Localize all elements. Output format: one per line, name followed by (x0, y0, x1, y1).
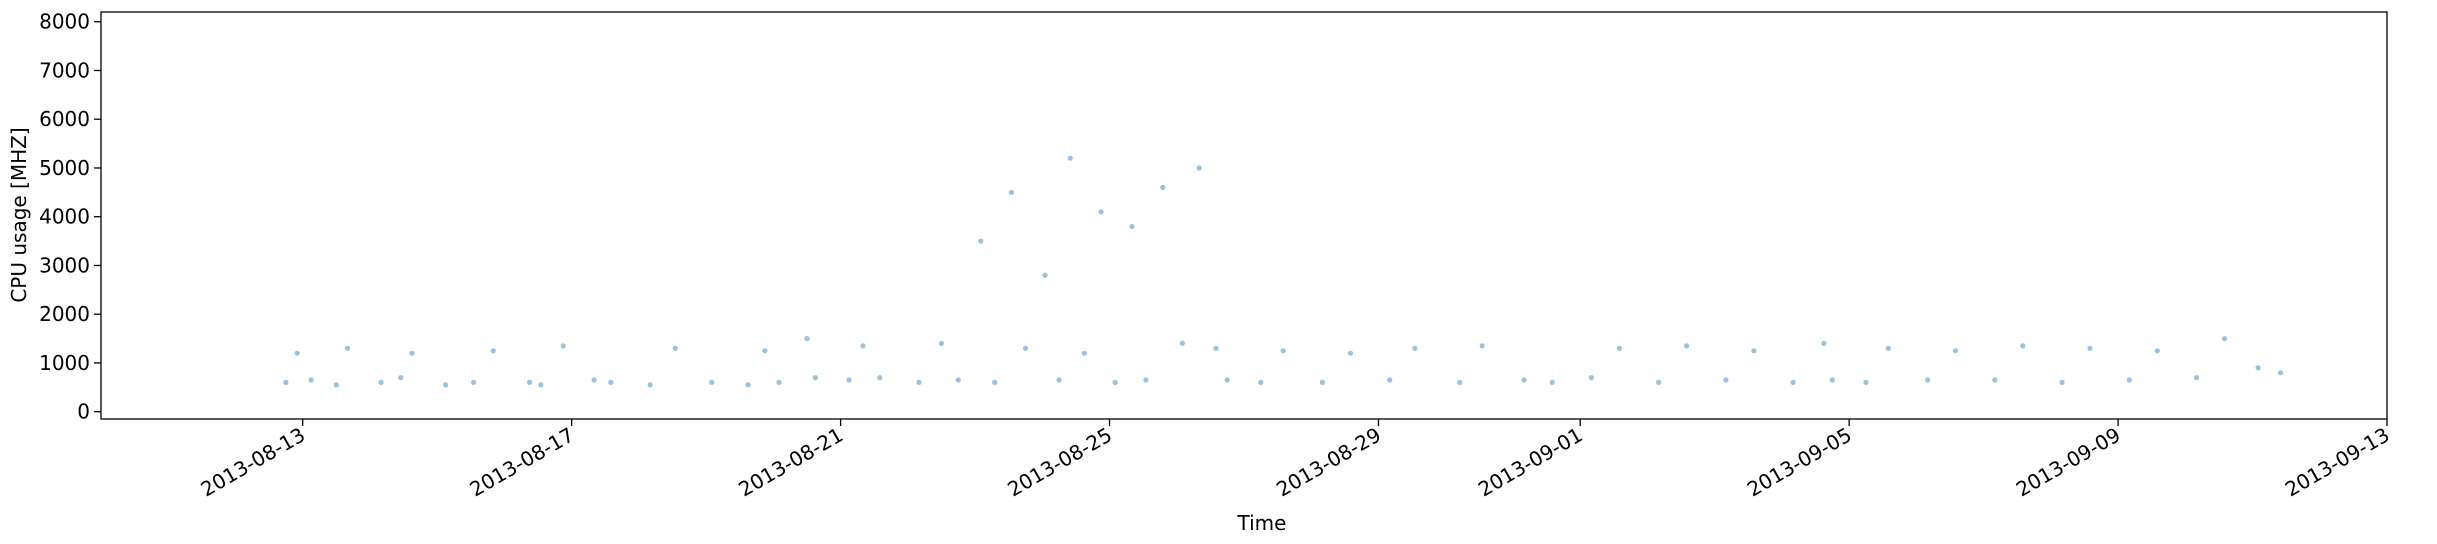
data-point (1056, 377, 1062, 383)
data-point (378, 379, 384, 385)
data-point (308, 377, 314, 383)
data-point (398, 375, 404, 381)
data-point (1549, 379, 1555, 385)
data-point (938, 340, 945, 346)
data-point (294, 350, 300, 356)
data-point (647, 382, 653, 388)
y-tick-label: 6000 (39, 107, 90, 131)
y-tick-label: 1000 (39, 351, 90, 375)
data-point (1022, 345, 1029, 351)
data-point (2087, 345, 2093, 351)
data-point (1347, 350, 1354, 356)
data-point (1656, 379, 1662, 385)
data-point (1829, 377, 1835, 383)
data-point (1723, 377, 1729, 383)
data-point (1258, 379, 1264, 385)
data-point (1081, 350, 1087, 356)
data-point (608, 379, 614, 385)
data-point (1213, 345, 1219, 351)
data-point (812, 375, 819, 381)
data-point (1790, 379, 1796, 385)
data-point (745, 382, 751, 388)
data-point (804, 336, 810, 342)
plot-frame (100, 11, 2388, 420)
data-point (1863, 379, 1869, 385)
data-point (538, 382, 544, 388)
data-point (2126, 377, 2132, 383)
data-point (1953, 348, 1959, 354)
y-tick-label: 0 (77, 400, 90, 424)
y-tick-label: 8000 (39, 10, 90, 34)
data-point (1387, 377, 1393, 383)
data-point (1521, 377, 1527, 383)
data-point (916, 379, 922, 385)
data-point (1179, 340, 1185, 346)
data-point (591, 377, 597, 383)
data-point (2154, 348, 2160, 354)
x-axis-label: Time (1237, 511, 1287, 535)
data-point (1129, 223, 1135, 230)
data-point (776, 379, 782, 385)
y-tick-label: 3000 (39, 253, 90, 277)
data-point (560, 343, 566, 349)
data-point (2059, 379, 2065, 385)
data-point (490, 348, 496, 354)
data-point (1457, 379, 1463, 385)
data-point (1925, 377, 1931, 383)
data-point (992, 379, 998, 385)
y-tick-label: 2000 (39, 302, 90, 326)
data-point (1008, 189, 1015, 195)
data-point (1042, 272, 1048, 278)
data-point (2020, 343, 2026, 349)
y-axis-label: CPU usage [MHZ] (7, 127, 31, 302)
y-tick-label: 5000 (39, 156, 90, 180)
y-tick-label: 7000 (39, 58, 90, 82)
data-point (283, 379, 289, 385)
data-point (1751, 348, 1757, 354)
data-point (1992, 377, 1998, 383)
data-point (471, 379, 477, 385)
data-point (409, 350, 415, 356)
y-axis: 0 1000 2000 3000 4000 5000 6000 7000 8000 (39, 10, 101, 424)
data-point (1412, 345, 1418, 351)
scatter-points (283, 155, 2284, 388)
data-point (672, 345, 678, 351)
data-point (877, 375, 883, 381)
data-point (709, 379, 715, 385)
data-point (1821, 340, 1827, 346)
data-point (978, 238, 984, 244)
data-point (2193, 375, 2200, 381)
data-point (527, 379, 533, 385)
data-point (762, 348, 768, 354)
y-tick-label: 4000 (39, 205, 90, 229)
data-point (1196, 165, 1202, 171)
data-point (344, 345, 351, 351)
data-point (1160, 184, 1166, 191)
data-point (1479, 343, 1485, 349)
data-point (1319, 379, 1325, 385)
data-point (1885, 345, 1891, 351)
data-point (1067, 155, 1073, 161)
data-point (443, 382, 449, 388)
data-point (2221, 336, 2228, 342)
data-point (1684, 343, 1690, 349)
data-point (1280, 348, 1286, 354)
data-point (860, 343, 866, 349)
data-point (1224, 377, 1230, 383)
data-point (846, 377, 852, 383)
data-point (955, 377, 961, 383)
data-point (333, 382, 339, 388)
data-point (1112, 379, 1118, 385)
data-point (1098, 209, 1104, 215)
data-point (2277, 370, 2284, 376)
data-point (2255, 365, 2261, 371)
data-point (1143, 377, 1149, 383)
data-point (1588, 375, 1594, 381)
data-point (1616, 345, 1622, 351)
